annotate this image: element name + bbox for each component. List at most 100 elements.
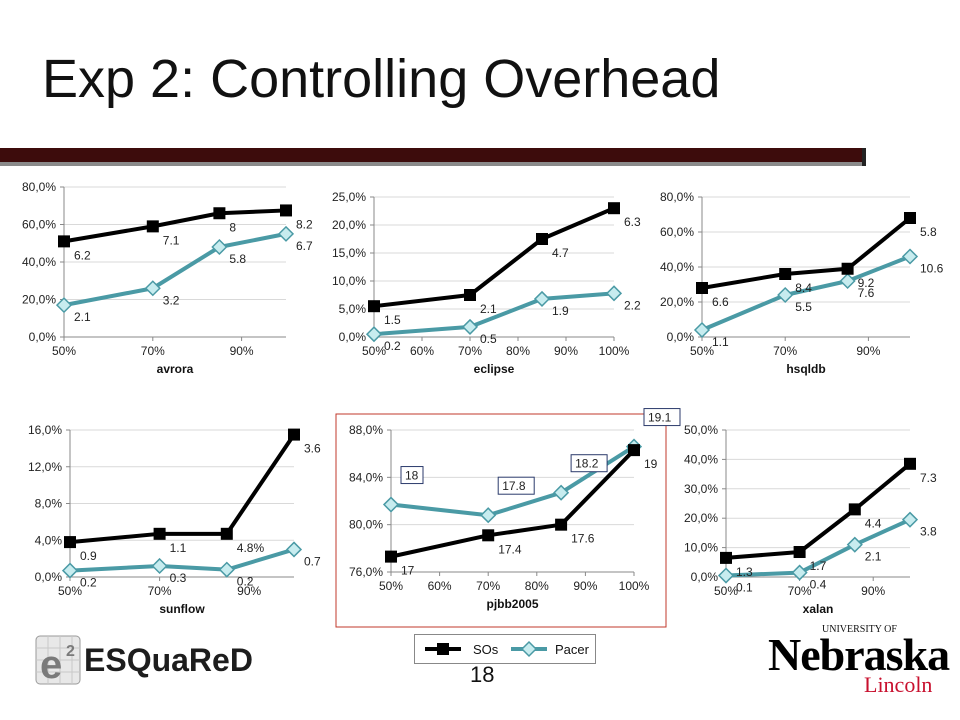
xalan-sos-point bbox=[848, 503, 861, 516]
eclipse-xtick-label: 60% bbox=[410, 344, 434, 358]
nebraska-wordmark: Nebraska bbox=[768, 629, 950, 680]
pjbb2005-xtick-label: 90% bbox=[573, 579, 597, 593]
eclipse-ytick-label: 0,0% bbox=[339, 330, 367, 344]
eclipse-sos-line bbox=[373, 206, 615, 309]
hsqldb-ytick-label: 60,0% bbox=[660, 225, 694, 239]
pjbb2005-ytick-label: 84,0% bbox=[349, 470, 383, 484]
xalan-sos-point bbox=[793, 546, 806, 559]
hsqldb-xlabel: hsqldb bbox=[786, 362, 825, 376]
xalan-sos-line bbox=[725, 462, 912, 560]
eclipse-ytick-label: 20,0% bbox=[332, 218, 366, 232]
hsqldb-pacer-line bbox=[701, 254, 911, 332]
sunflow-sos-point bbox=[288, 428, 300, 441]
hsqldb-sos-point bbox=[904, 212, 916, 224]
xalan-pacer-data-label: 2.1 bbox=[865, 550, 882, 564]
eclipse-sos-data-label: 4.7 bbox=[552, 246, 569, 260]
xalan-pacer-point bbox=[717, 567, 735, 584]
pjbb2005-sos-point bbox=[628, 444, 640, 457]
sunflow-pacer-point bbox=[151, 557, 168, 575]
xalan-xlabel: xalan bbox=[803, 602, 834, 616]
hsqldb-pacer-data-label: 5.5 bbox=[795, 300, 812, 314]
xalan-pacer-point bbox=[846, 536, 863, 553]
esquared-mark-letter: e bbox=[40, 643, 62, 687]
hsqldb-xtick-label: 90% bbox=[856, 344, 880, 358]
legend-pacer-label: Pacer bbox=[555, 642, 590, 657]
sunflow-xtick-label: 50% bbox=[58, 584, 82, 598]
avrora-pacer-data-label: 5.8 bbox=[229, 252, 246, 266]
pjbb2005-sos-data-label: 17.4 bbox=[498, 542, 522, 556]
nebraska-campus-text: Lincoln bbox=[864, 672, 933, 697]
xalan-pacer-data-label: 0.4 bbox=[810, 578, 827, 592]
title-divider-shadow bbox=[0, 162, 866, 166]
sunflow-ytick-label: 0,0% bbox=[35, 570, 63, 584]
hsqldb-xtick-label: 70% bbox=[773, 344, 797, 358]
pjbb2005-ytick-label: 88,0% bbox=[349, 423, 383, 437]
hsqldb-pacer-point bbox=[693, 321, 711, 339]
eclipse-sos-data-label: 1.5 bbox=[384, 313, 401, 327]
xalan-xtick-label: 90% bbox=[861, 584, 885, 598]
sunflow-pacer-data-label: 0.3 bbox=[170, 571, 187, 585]
hsqldb-pacer-data-label: 1.1 bbox=[712, 335, 729, 349]
eclipse-ytick-label: 10,0% bbox=[332, 274, 366, 288]
avrora-pacer-line bbox=[63, 231, 287, 308]
avrora-ytick-label: 0,0% bbox=[29, 330, 57, 344]
hsqldb-pacer-data-label: 7.6 bbox=[858, 286, 875, 300]
title-divider-end bbox=[862, 148, 866, 166]
eclipse-xtick-label: 50% bbox=[362, 344, 386, 358]
legend-sos-label: SOs bbox=[473, 642, 499, 657]
pjbb2005-sos-line bbox=[390, 448, 636, 559]
sunflow-ytick-label: 12,0% bbox=[28, 460, 62, 474]
pjbb2005-data-label-box bbox=[643, 408, 681, 427]
slide-title: Exp 2: Controlling Overhead bbox=[42, 49, 721, 109]
xalan-pacer-line bbox=[725, 517, 911, 578]
xalan-xtick-label: 70% bbox=[788, 584, 812, 598]
pjbb2005-pacer-point bbox=[480, 507, 497, 524]
hsqldb-sos-point bbox=[779, 268, 792, 280]
pjbb2005-sos-point bbox=[385, 550, 397, 563]
pjbb2005-pacer-point bbox=[553, 484, 570, 501]
xalan-sos-point bbox=[904, 457, 916, 470]
eclipse-sos-data-label: 6.3 bbox=[624, 215, 641, 229]
esquared-mark-superscript: 2 bbox=[66, 643, 75, 660]
pjbb2005-sos-point bbox=[555, 518, 568, 531]
sunflow-sos-data-label: 4.8% bbox=[237, 541, 265, 555]
xalan-pacer-point bbox=[791, 564, 808, 581]
eclipse-pacer-data-label: 0.5 bbox=[480, 332, 497, 346]
pjbb2005-data-label-box bbox=[570, 454, 608, 473]
nebraska-university-text: UNIVERSITY OF bbox=[822, 624, 897, 635]
xalan-ytick-label: 20,0% bbox=[684, 511, 718, 525]
legend-graphic: SOs Pacer bbox=[425, 640, 590, 658]
pjbb2005-sos-data-label: 19 bbox=[644, 457, 658, 471]
hsqldb-sos-data-label: 8.4 bbox=[795, 281, 812, 295]
sunflow-sos-point bbox=[220, 527, 233, 540]
sunflow-pacer-point bbox=[218, 561, 235, 578]
hsqldb-sos-data-label: 9.2 bbox=[858, 276, 875, 290]
sunflow-pacer-data-label: 0.2 bbox=[237, 575, 254, 589]
xalan-ytick-label: 0,0% bbox=[691, 570, 719, 584]
eclipse-pacer-data-label: 1.9 bbox=[552, 304, 569, 318]
eclipse-ytick-label: 25,0% bbox=[332, 190, 366, 204]
xalan-sos-data-label: 1.3 bbox=[736, 565, 753, 579]
avrora-sos-data-label: 8 bbox=[229, 220, 236, 234]
xalan-sos-point bbox=[720, 551, 732, 564]
pjbb2005-xlabel: pjbb2005 bbox=[486, 597, 538, 611]
sunflow-ytick-label: 16,0% bbox=[28, 423, 62, 437]
xalan-ytick-label: 10,0% bbox=[684, 541, 718, 555]
sunflow-pacer-data-label: 0.7 bbox=[304, 554, 321, 568]
hsqldb-pacer-point bbox=[839, 272, 856, 290]
avrora-sos-data-label: 7.1 bbox=[163, 233, 180, 247]
pjbb2005-highlight-box bbox=[335, 413, 667, 628]
avrora-xtick-label: 90% bbox=[230, 344, 254, 358]
eclipse-pacer-point bbox=[605, 285, 623, 302]
pjbb2005-pacer-data-label: 18.2 bbox=[575, 457, 599, 471]
eclipse-pacer-point bbox=[365, 326, 383, 343]
pjbb2005-pacer-data-label: 19.1 bbox=[648, 411, 672, 425]
sunflow-pacer-data-label: 0.2 bbox=[80, 576, 97, 590]
pjbb2005-data-label-box bbox=[400, 466, 424, 485]
avrora-sos-line bbox=[63, 208, 287, 244]
pjbb2005-pacer-data-label: 17.8 bbox=[502, 479, 526, 493]
avrora-sos-point bbox=[213, 207, 226, 220]
legend-sos-marker bbox=[437, 643, 449, 655]
hsqldb-pacer-data-label: 10.6 bbox=[920, 262, 944, 276]
hsqldb-pacer-point bbox=[901, 248, 919, 265]
